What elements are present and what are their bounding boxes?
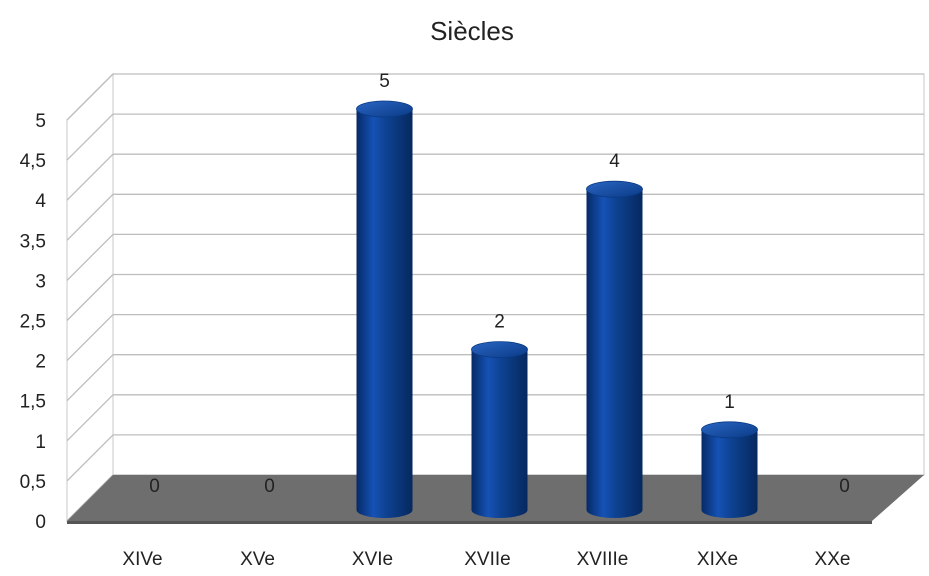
y-tick-label: 0 (35, 512, 46, 533)
y-tick-label: 0,5 (20, 472, 46, 493)
x-tick-label: XIVe (122, 549, 162, 570)
y-tick-label: 3,5 (20, 231, 46, 252)
data-label: 1 (724, 392, 735, 413)
bar-body (471, 349, 528, 518)
y-tick-label: 4,5 (20, 151, 46, 172)
y-tick-label: 2,5 (20, 312, 46, 333)
data-label: 5 (379, 71, 390, 92)
x-tick-label: XVIe (352, 549, 393, 570)
data-label: 0 (149, 476, 160, 497)
bar (586, 180, 643, 518)
bar (701, 421, 758, 518)
gridline-side (66, 434, 114, 482)
gridline-side (66, 274, 114, 321)
gridline-side (66, 233, 114, 281)
gridline-side (66, 193, 114, 241)
gridline-side (66, 394, 114, 442)
bar-body (356, 109, 413, 518)
bar-cap (701, 421, 758, 439)
gridline-side (66, 73, 114, 121)
bars (356, 100, 758, 518)
y-axis: 0 0,5 1 1,5 2 2,5 3 3,5 4 4,5 5 (20, 111, 47, 533)
data-label: 4 (609, 151, 620, 172)
bar (356, 100, 413, 518)
y-tick-label: 3 (35, 271, 46, 292)
data-label: 0 (264, 476, 275, 497)
x-tick-label: XXe (815, 549, 851, 570)
x-tick-label: XVIIIe (577, 549, 629, 570)
gridline-side (66, 153, 114, 201)
y-tick-label: 5 (35, 111, 46, 132)
gridline-side (66, 354, 114, 402)
data-label: 0 (839, 476, 850, 497)
bar-cap (471, 341, 528, 359)
x-tick-label: XVe (240, 549, 275, 570)
chart-title: Siècles (430, 16, 514, 46)
x-axis: XIVe XVe XVIe XVIIe XVIIIe XIXe XXe (122, 549, 850, 570)
x-tick-label: XIXe (697, 549, 738, 570)
y-tick-label: 1,5 (20, 392, 46, 413)
bar (471, 341, 528, 518)
bar-body (586, 189, 643, 518)
x-tick-label: XVIIe (464, 549, 510, 570)
y-tick-label: 2 (35, 352, 46, 373)
bar-cap (586, 180, 643, 198)
data-labels: 0 0 5 2 4 1 0 (149, 71, 850, 497)
bar-cap (356, 100, 413, 118)
gridline-side (66, 113, 114, 161)
gridline-side (66, 314, 114, 362)
data-label: 2 (494, 312, 505, 333)
bar-body (701, 429, 758, 518)
floor-edge (67, 521, 872, 524)
y-tick-label: 1 (35, 432, 46, 453)
y-tick-label: 4 (35, 191, 46, 212)
